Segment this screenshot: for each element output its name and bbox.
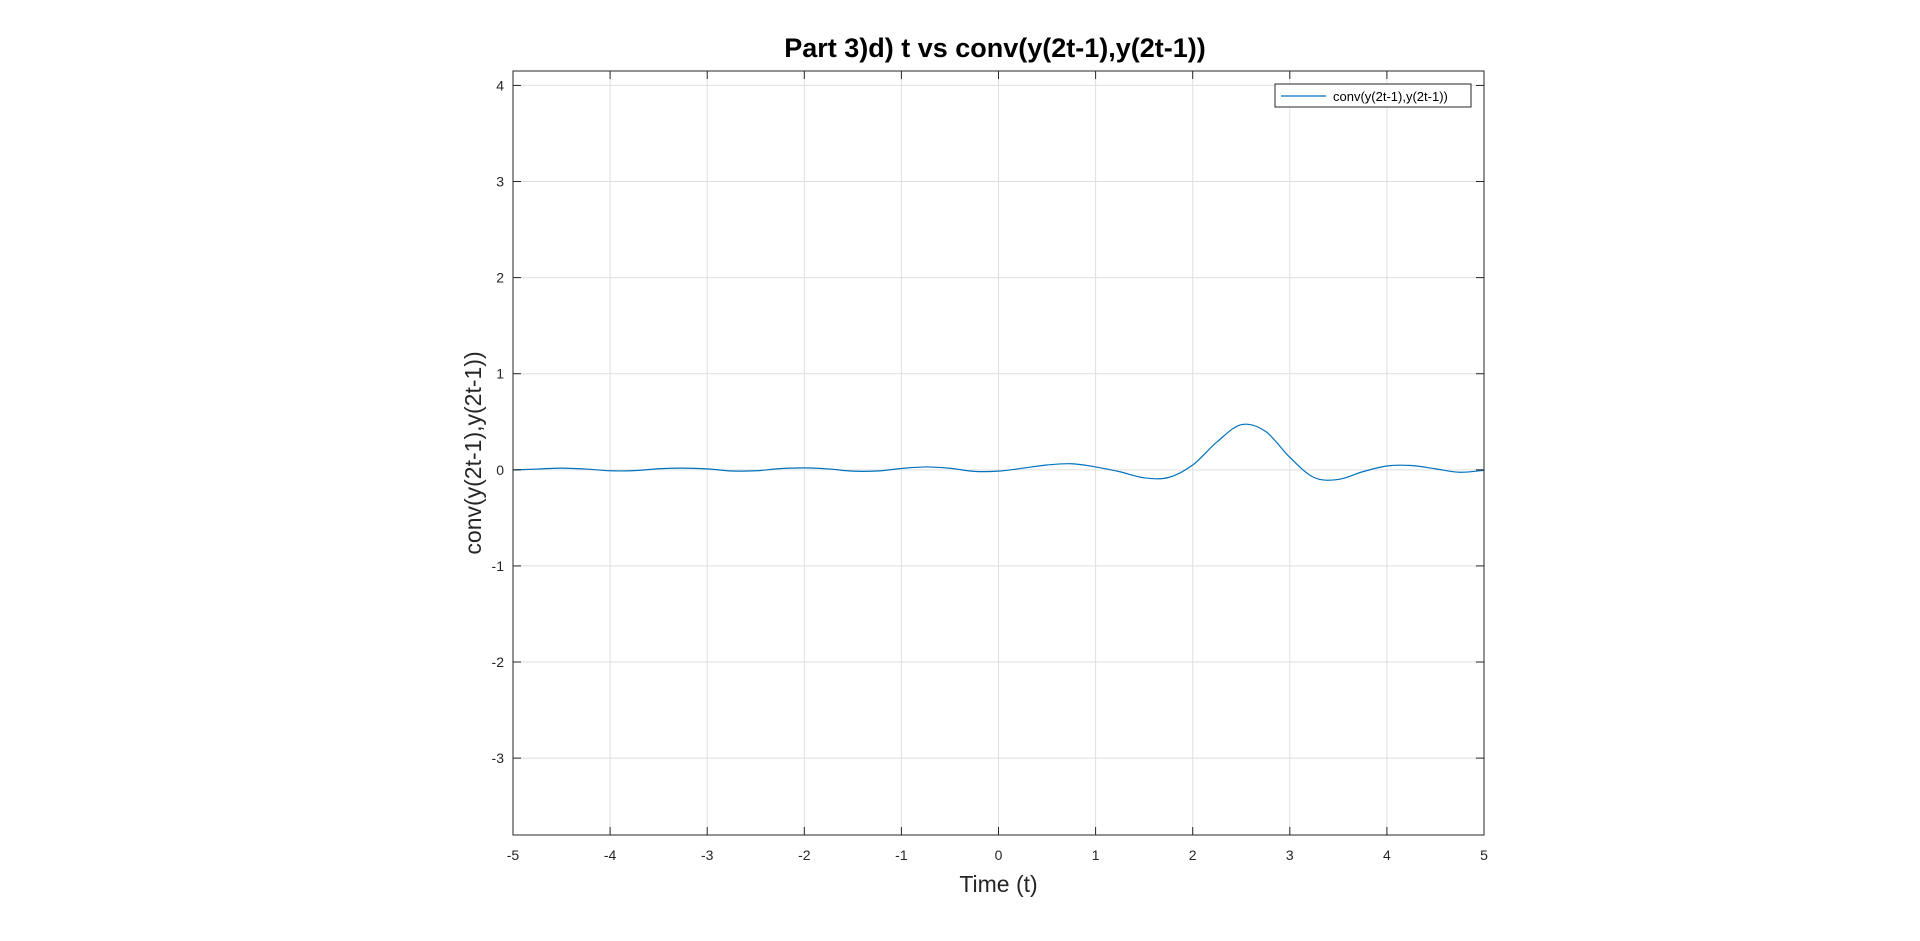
y-tick-label: 0 [496,462,504,478]
y-tick-label: -2 [492,654,505,670]
x-tick-label: -1 [895,847,908,863]
x-tick-label: 4 [1383,847,1391,863]
series-layer [512,423,1485,481]
x-tick-label: -3 [701,847,714,863]
y-tick-label: -1 [492,558,505,574]
legend-box [1274,83,1472,108]
x-tick-label: -4 [604,847,617,863]
y-axis-label: conv(y(2t-1),y(2t-1)) [460,351,486,554]
ticks: -5 -4 -3 -2 -1 0 1 2 3 4 5 -3 -2 -1 0 1 2 3 4 [492,71,1488,863]
y-tick-label: 4 [496,77,504,93]
legend-label: conv(y(2t-1),y(2t-1)) [1333,89,1448,104]
y-tick-label: 2 [496,270,504,286]
x-tick-label: -2 [798,847,811,863]
legend[interactable]: conv(y(2t-1),y(2t-1)) [1274,83,1472,108]
x-tick-label: 1 [1092,847,1100,863]
grid [512,71,1485,835]
x-tick-label: 3 [1286,847,1294,863]
x-tick-label: 0 [995,847,1003,863]
y-tick-label: 1 [496,366,504,382]
series-line-0 [512,423,1485,481]
x-axis-label: Time (t) [959,871,1037,897]
x-tick-label: 5 [1480,847,1488,863]
y-tick-label: -3 [492,750,505,766]
x-tick-label: -5 [507,847,520,863]
x-tick-label: 2 [1189,847,1197,863]
chart-title: Part 3)d) t vs conv(y(2t-1),y(2t-1)) [784,33,1206,63]
y-tick-label: 3 [496,174,504,190]
